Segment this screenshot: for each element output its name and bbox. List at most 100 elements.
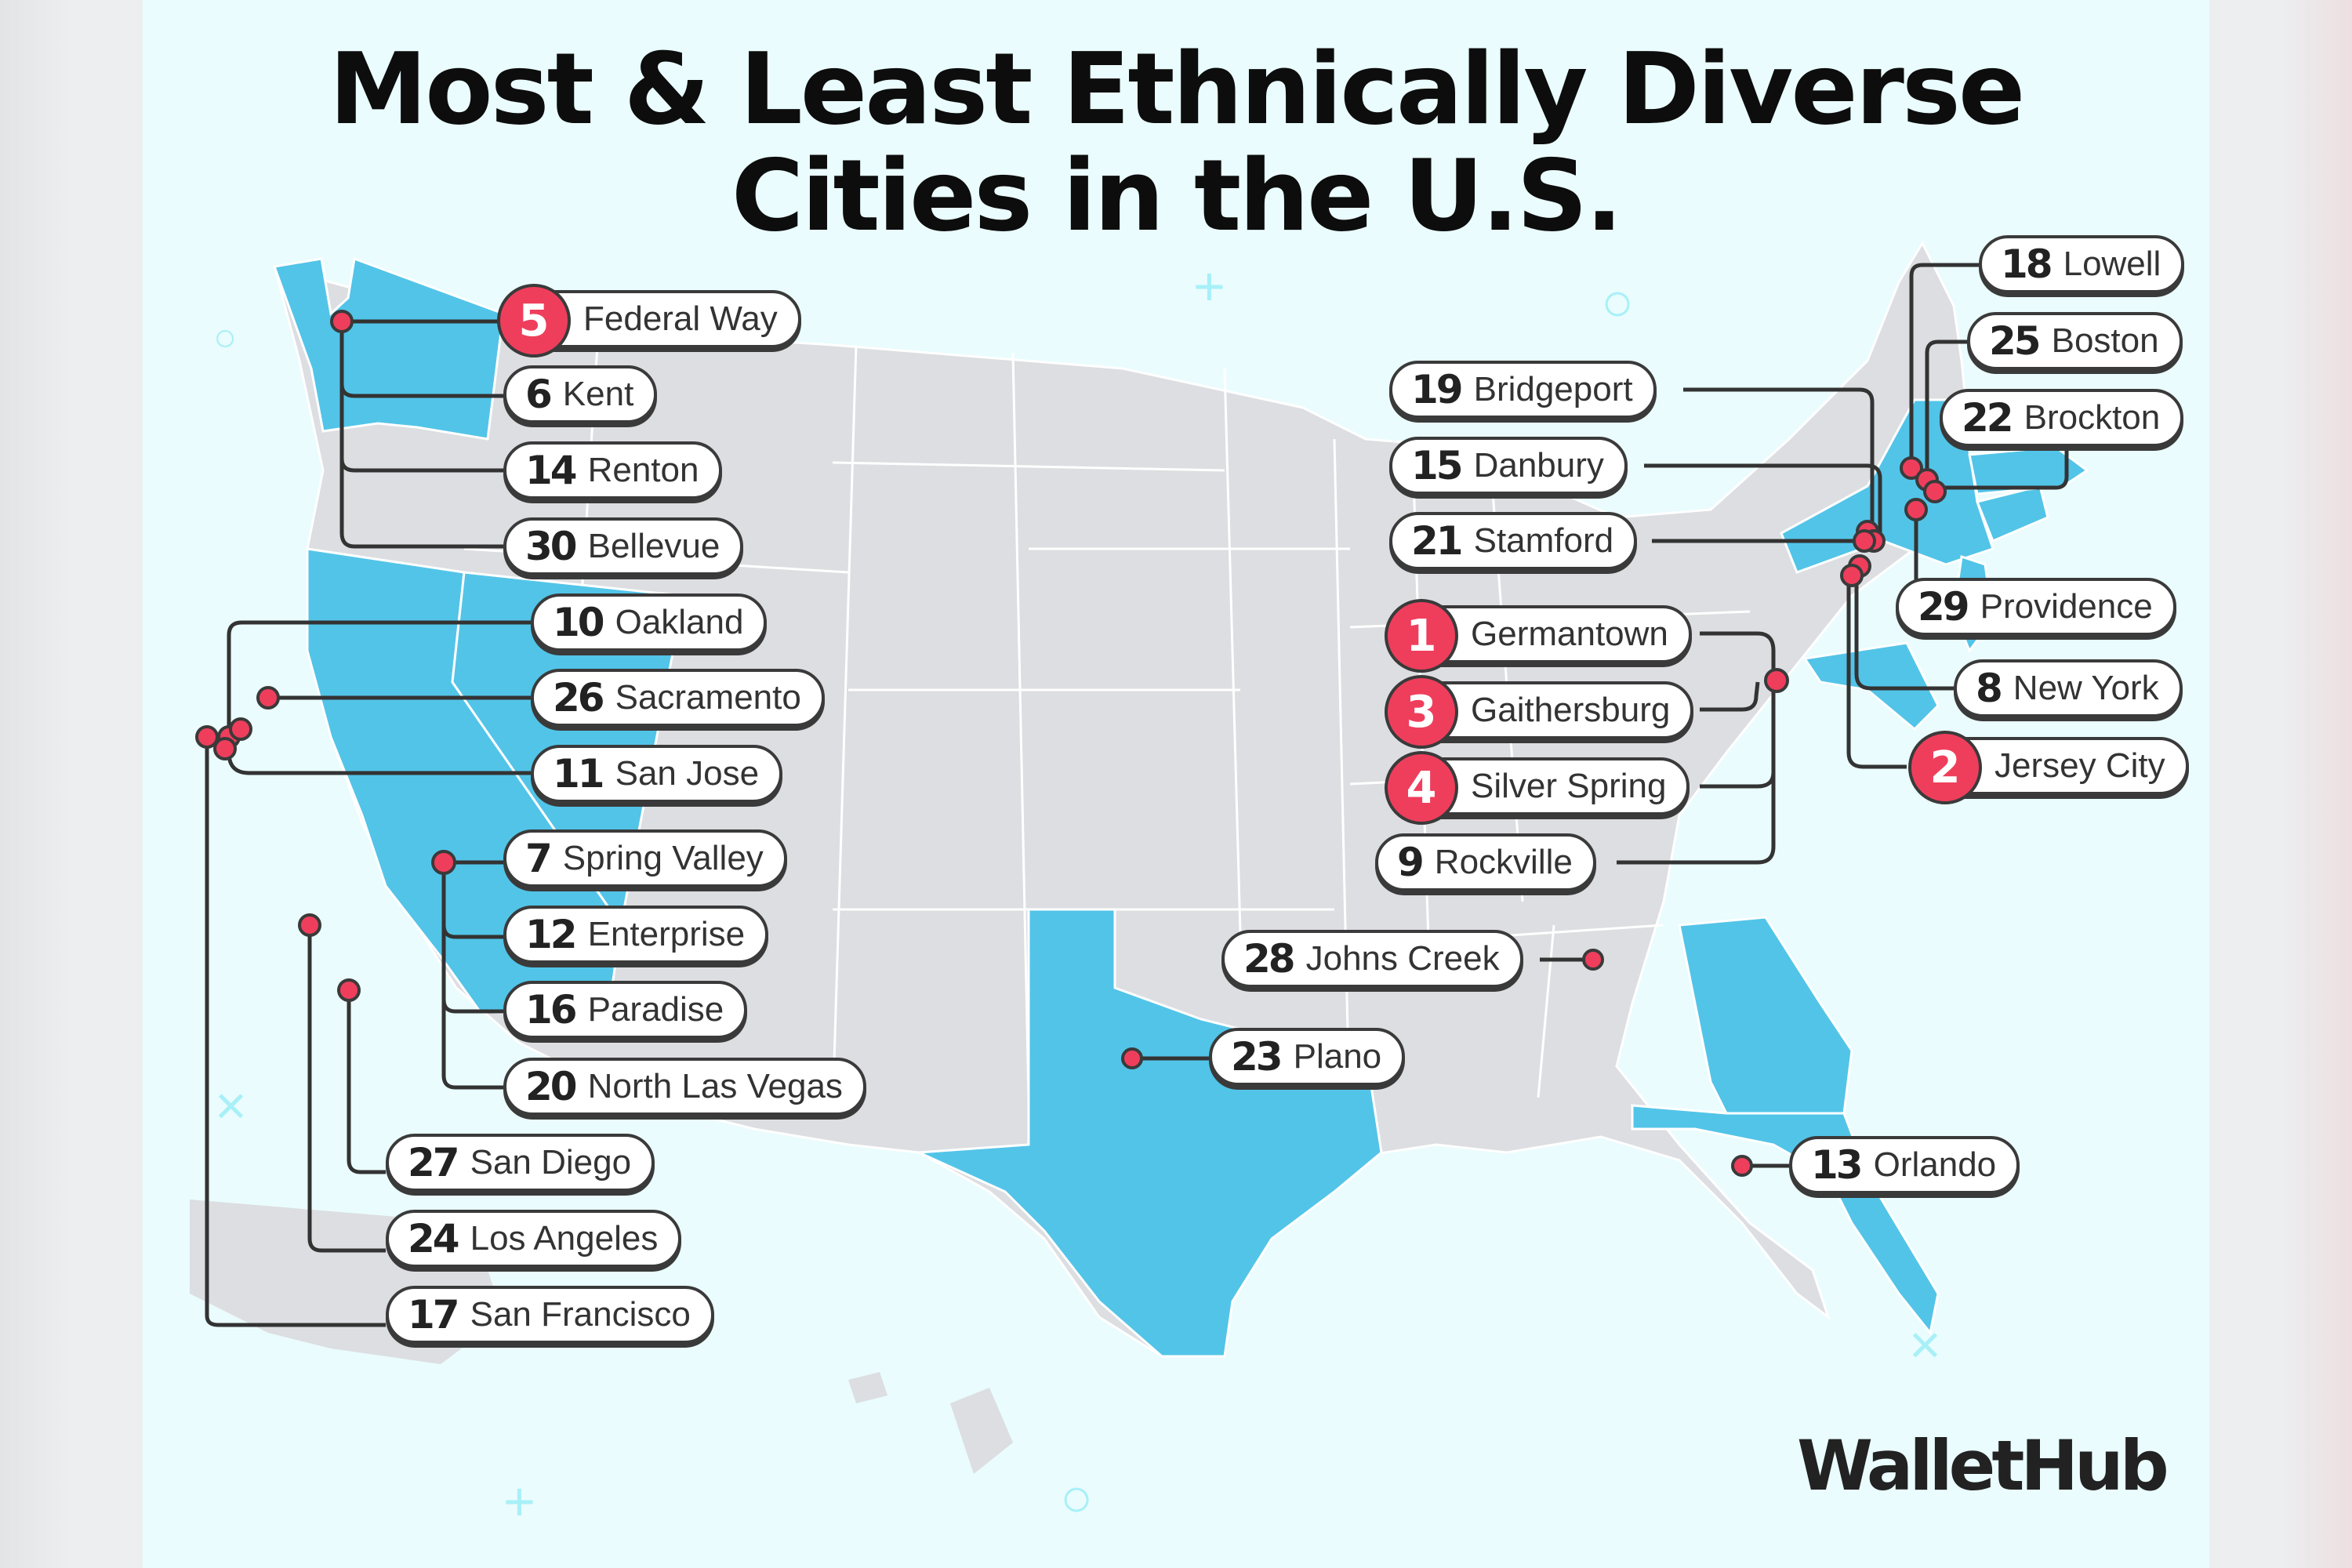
circle-decoration-icon: ○ (1601, 271, 1635, 332)
city-label-sacramento[interactable]: 26 Sacramento (531, 669, 825, 727)
city-name: Boston (2051, 321, 2159, 360)
city-name: Johns Creek (1305, 939, 1500, 978)
leader-lines (205, 263, 2069, 1327)
city-label-new-york[interactable]: 8 New York (1954, 659, 2183, 717)
city-label-lowell[interactable]: 18 Lowell (1979, 235, 2185, 293)
city-label-spring-valley[interactable]: 7 Spring Valley (503, 829, 787, 887)
city-name: Danbury (1473, 446, 1604, 485)
rank-number: 15 (1411, 443, 1464, 488)
rank-number: 28 (1243, 936, 1296, 982)
city-label-san-jose[interactable]: 11 San Jose (531, 745, 783, 803)
circle-decoration-icon: ○ (213, 315, 238, 359)
rank-number: 19 (1411, 367, 1464, 412)
city-label-stamford[interactable]: 21 Stamford (1389, 512, 1638, 570)
rank-badge: 2 (1908, 731, 1982, 804)
city-name: Spring Valley (562, 839, 764, 877)
city-name: San Diego (470, 1143, 632, 1181)
rank-number: 9 (1397, 840, 1425, 885)
city-name: Jersey City (1994, 746, 2165, 785)
rank-badge: 4 (1385, 751, 1458, 825)
cross-decoration-icon: × (215, 1075, 247, 1136)
city-label-san-diego[interactable]: 27 San Diego (386, 1134, 655, 1192)
state-maryland (1802, 641, 1940, 731)
plus-decoration-icon: + (1193, 256, 1225, 317)
city-label-jersey-city[interactable]: 2 Jersey City (1908, 731, 2189, 804)
rank-badge: 1 (1385, 599, 1458, 673)
city-label-kent[interactable]: 6 Kent (503, 365, 658, 423)
rank-number: 17 (408, 1292, 460, 1338)
city-label-boston[interactable]: 25 Boston (1967, 312, 2183, 370)
rank-badge: 3 (1385, 675, 1458, 749)
circle-decoration-icon: ○ (1060, 1467, 1094, 1528)
city-label-paradise[interactable]: 16 Paradise (503, 981, 748, 1039)
city-label-johns-creek[interactable]: 28 Johns Creek (1221, 930, 1523, 988)
city-markers (195, 310, 1947, 1177)
infographic-card: Most & Least Ethnically Diverse Cities i… (143, 0, 2209, 1568)
hawaii (848, 1372, 1013, 1474)
city-name: Oakland (615, 603, 744, 641)
city-name: Silver Spring (1471, 767, 1667, 805)
city-label-federal-way[interactable]: 5 Federal Way (497, 284, 801, 358)
city-name: Lowell (2063, 245, 2161, 283)
city-name: Los Angeles (470, 1219, 659, 1258)
city-label-plano[interactable]: 23 Plano (1209, 1028, 1406, 1086)
city-label-orlando[interactable]: 13 Orlando (1789, 1136, 2020, 1194)
city-name: Brockton (2024, 398, 2161, 437)
city-label-bellevue[interactable]: 30 Bellevue (503, 517, 744, 575)
city-name: Federal Way (583, 299, 778, 338)
rank-number: 13 (1811, 1142, 1864, 1188)
city-name: San Francisco (470, 1295, 691, 1334)
city-label-gaithersburg[interactable]: 3 Gaithersburg (1385, 675, 1694, 749)
city-label-enterprise[interactable]: 12 Enterprise (503, 906, 769, 964)
plus-decoration-icon: + (503, 1471, 535, 1532)
rank-number: 18 (2001, 241, 2053, 287)
city-name: Enterprise (587, 915, 746, 953)
city-label-oakland[interactable]: 10 Oakland (531, 593, 768, 652)
city-label-bridgeport[interactable]: 19 Bridgeport (1389, 361, 1657, 419)
city-name: Providence (1980, 587, 2153, 626)
city-name: Gaithersburg (1471, 691, 1671, 729)
city-label-germantown[interactable]: 1 Germantown (1385, 599, 1692, 673)
city-label-los-angeles[interactable]: 24 Los Angeles (386, 1210, 682, 1268)
city-label-san-francisco[interactable]: 17 San Francisco (386, 1286, 714, 1344)
city-name: Paradise (587, 990, 724, 1029)
city-name: Kent (562, 375, 634, 413)
city-label-danbury[interactable]: 15 Danbury (1389, 437, 1628, 495)
city-name: Renton (587, 451, 699, 489)
rank-number: 14 (525, 448, 578, 493)
city-label-north-las-vegas[interactable]: 20 North Las Vegas (503, 1058, 866, 1116)
rank-number: 20 (525, 1064, 578, 1109)
city-name: Bridgeport (1473, 370, 1633, 408)
city-name: Rockville (1434, 843, 1573, 881)
city-name: North Las Vegas (587, 1067, 843, 1105)
rank-badge: 5 (497, 284, 571, 358)
rank-number: 30 (525, 524, 578, 569)
rank-number: 21 (1411, 518, 1464, 564)
city-name: New York (2013, 669, 2159, 707)
rank-number: 11 (553, 751, 605, 797)
city-name: Sacramento (615, 678, 801, 717)
city-name: Plano (1293, 1037, 1382, 1076)
city-label-providence[interactable]: 29 Providence (1896, 578, 2176, 636)
wallethub-logo: WalletHub (1797, 1425, 2169, 1506)
page-title-line-2: Cities in the U.S. (731, 138, 1623, 253)
rank-number: 24 (408, 1216, 460, 1261)
rank-number: 29 (1918, 584, 1970, 630)
rank-number: 22 (1962, 395, 2014, 441)
rank-number: 27 (408, 1140, 460, 1185)
rank-number: 25 (1989, 318, 2042, 364)
city-label-renton[interactable]: 14 Renton (503, 441, 723, 499)
rank-number: 7 (525, 836, 553, 881)
city-label-rockville[interactable]: 9 Rockville (1375, 833, 1596, 891)
rank-number: 10 (553, 600, 605, 645)
city-name: San Jose (615, 754, 760, 793)
city-name: Orlando (1873, 1145, 1997, 1184)
page-title-line-1: Most & Least Ethnically Diverse (328, 31, 2026, 147)
rank-number: 26 (553, 675, 605, 720)
state-new-york (1780, 398, 1994, 574)
rank-number: 16 (525, 987, 578, 1033)
state-connecticut (1975, 485, 2049, 543)
rank-number: 12 (525, 912, 578, 957)
city-label-silver-spring[interactable]: 4 Silver Spring (1385, 751, 1690, 825)
city-label-brockton[interactable]: 22 Brockton (1940, 389, 2184, 447)
